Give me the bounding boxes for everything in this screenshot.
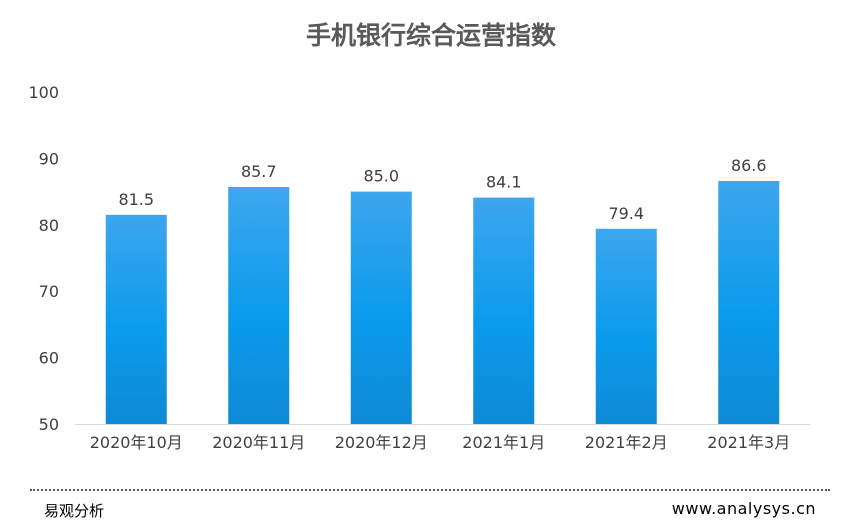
- data-labels-group: 81.5 85.7 85.0 84.1 79.4 86.6: [118, 156, 766, 223]
- bar: [595, 228, 657, 424]
- y-tick-label: 80: [39, 216, 59, 235]
- y-tick-label: 60: [39, 349, 59, 368]
- data-label: 79.4: [608, 204, 644, 223]
- y-tick-label: 50: [39, 415, 59, 434]
- bar: [350, 191, 412, 424]
- y-tick-label: 100: [28, 83, 59, 102]
- x-tick-label: 2020年12月: [335, 433, 428, 452]
- y-axis-ticks: 50 60 70 80 90 100: [28, 83, 59, 434]
- x-tick-label: 2021年3月: [707, 433, 790, 452]
- footer-divider: [30, 489, 830, 491]
- x-tick-label: 2021年2月: [585, 433, 668, 452]
- x-tick-label: 2020年10月: [90, 433, 183, 452]
- bar: [473, 197, 535, 424]
- y-tick-label: 90: [39, 149, 59, 168]
- website-label: www.analysys.cn: [671, 499, 816, 518]
- data-label: 85.7: [241, 162, 277, 181]
- x-tick-label: 2020年11月: [212, 433, 305, 452]
- data-label: 81.5: [118, 190, 154, 209]
- bar: [718, 180, 780, 424]
- x-axis-labels: 2020年10月 2020年11月 2020年12月 2021年1月 2021年2月 20…: [90, 433, 791, 452]
- source-label: 易观分析: [44, 502, 105, 520]
- y-tick-label: 70: [39, 282, 59, 301]
- data-label: 85.0: [363, 167, 399, 186]
- bars-group: [105, 180, 780, 424]
- data-label: 86.6: [731, 156, 767, 175]
- bar: [228, 186, 290, 424]
- bar: [105, 214, 167, 424]
- x-tick-label: 2021年1月: [462, 433, 545, 452]
- chart-title: 手机银行综合运营指数: [306, 21, 557, 50]
- data-label: 84.1: [486, 173, 522, 192]
